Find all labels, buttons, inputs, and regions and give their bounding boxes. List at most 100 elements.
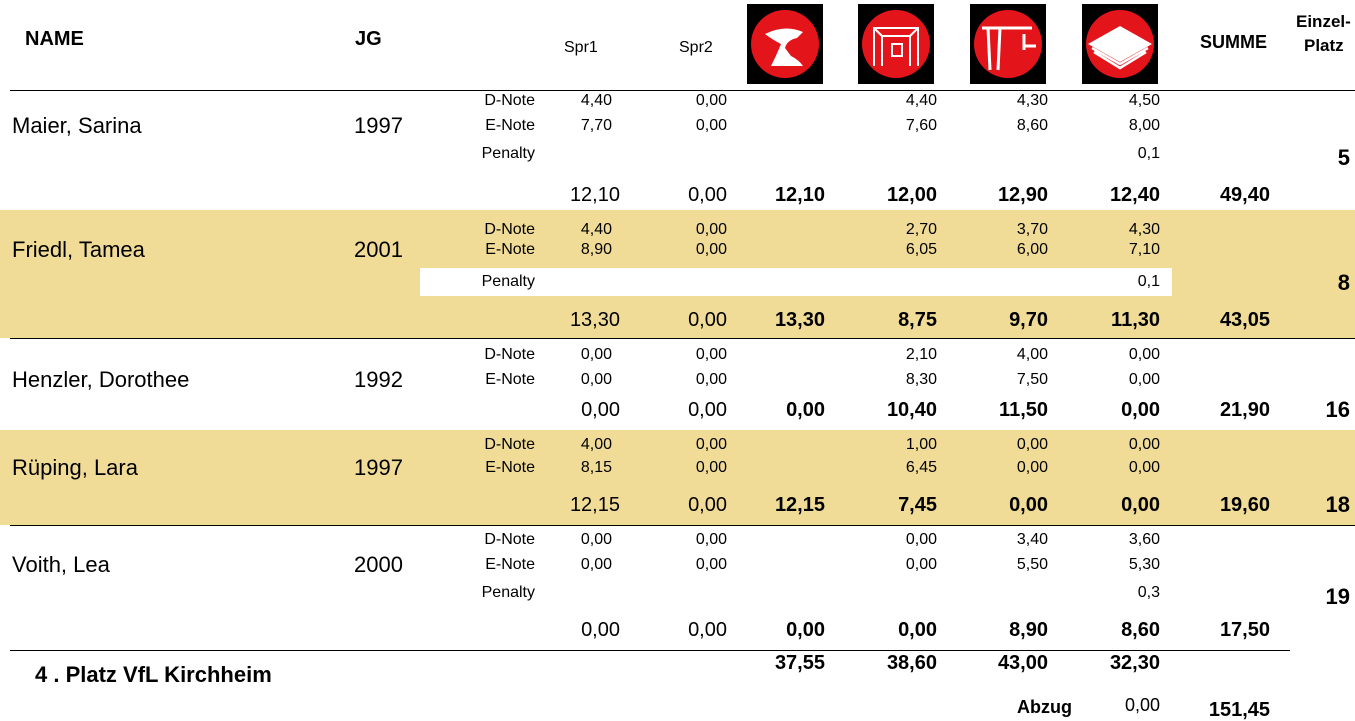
total-value: 0,00 xyxy=(688,309,727,331)
total-value: 12,00 xyxy=(886,184,937,206)
row-background xyxy=(0,430,1355,525)
score-label: E-Note xyxy=(485,459,535,477)
total-value: 12,40 xyxy=(1109,184,1160,206)
score-value: 0,00 xyxy=(695,371,727,389)
penalty-highlight xyxy=(420,268,1172,296)
score-value: 0,00 xyxy=(1128,459,1160,477)
floor-icon xyxy=(1082,4,1158,84)
score-value: 4,30 xyxy=(1016,92,1048,110)
score-value: 0,00 xyxy=(695,346,727,364)
score-value: 8,30 xyxy=(905,371,937,389)
score-label: D-Note xyxy=(484,531,535,549)
platz: 19 xyxy=(1325,583,1350,609)
total-value: 10,40 xyxy=(886,399,937,421)
total-value: 0,00 xyxy=(786,399,825,421)
summe: 21,90 xyxy=(1219,399,1270,421)
score-value: 6,00 xyxy=(1016,241,1048,259)
total-value: 9,70 xyxy=(1009,309,1048,331)
score-value: 0,00 xyxy=(695,459,727,477)
beam-icon xyxy=(970,4,1046,84)
athlete-name: Henzler, Dorothee xyxy=(12,366,190,392)
score-value: 3,60 xyxy=(1128,531,1160,549)
score-value: 8,00 xyxy=(1128,117,1160,135)
header-platz: Einzel- xyxy=(1296,12,1351,31)
score-value: 0,00 xyxy=(580,371,612,389)
total-value: 0,00 xyxy=(1121,399,1160,421)
score-value: 0,00 xyxy=(905,556,937,574)
score-value: 2,70 xyxy=(905,221,937,239)
abzug-label: Abzug xyxy=(1017,697,1072,718)
score-value: 4,40 xyxy=(580,92,612,110)
header-summe: SUMME xyxy=(1200,32,1267,52)
athlete-year: 2000 xyxy=(354,551,403,577)
score-value: 7,50 xyxy=(1016,371,1048,389)
platz: 18 xyxy=(1325,491,1350,517)
score-value: 0,00 xyxy=(695,221,727,239)
score-value: 2,10 xyxy=(905,346,937,364)
row-background xyxy=(0,525,1355,650)
team-total: 32,30 xyxy=(1109,652,1160,674)
score-value: 0,00 xyxy=(580,531,612,549)
score-value: 0,00 xyxy=(695,436,727,454)
score-value: 4,00 xyxy=(1016,346,1048,364)
athlete-name: Rüping, Lara xyxy=(12,454,138,480)
score-value: 5,50 xyxy=(1016,556,1048,574)
team-place: 4 . Platz VfL Kirchheim xyxy=(35,661,272,687)
header-spr2: Spr2 xyxy=(679,39,713,56)
total-value: 11,30 xyxy=(1111,309,1160,331)
bars-icon xyxy=(858,4,934,84)
score-value: 0,1 xyxy=(1137,273,1160,291)
score-value: 4,50 xyxy=(1128,92,1160,110)
platz: 16 xyxy=(1325,396,1350,422)
header-platz: Platz xyxy=(1304,36,1344,55)
row-background xyxy=(0,90,1355,210)
athlete-year: 1997 xyxy=(354,112,403,138)
score-value: 0,00 xyxy=(1016,459,1048,477)
header-name: NAME xyxy=(25,28,84,50)
score-label: Penalty xyxy=(481,273,535,291)
score-label: Penalty xyxy=(481,145,535,163)
platz: 5 xyxy=(1337,144,1350,170)
row-divider xyxy=(10,90,1355,91)
total-value: 0,00 xyxy=(688,494,727,516)
team-total: 38,60 xyxy=(886,652,937,674)
score-value: 7,60 xyxy=(905,117,937,135)
header-spr1: Spr1 xyxy=(564,39,598,56)
score-value: 0,3 xyxy=(1137,584,1160,602)
total-value: 12,10 xyxy=(569,184,620,206)
athlete-year: 1997 xyxy=(354,454,403,480)
athlete-name: Voith, Lea xyxy=(12,551,110,577)
score-label: E-Note xyxy=(485,117,535,135)
score-value: 0,00 xyxy=(1016,436,1048,454)
score-value: 7,10 xyxy=(1128,241,1160,259)
summe: 43,05 xyxy=(1219,309,1270,331)
score-value: 0,00 xyxy=(695,556,727,574)
total-value: 13,30 xyxy=(569,309,620,331)
score-value: 1,00 xyxy=(905,436,937,454)
summe: 17,50 xyxy=(1219,619,1270,641)
athlete-year: 1992 xyxy=(354,366,403,392)
score-value: 0,00 xyxy=(695,92,727,110)
score-value: 3,70 xyxy=(1016,221,1048,239)
score-label: D-Note xyxy=(484,92,535,110)
team-total: 43,00 xyxy=(997,652,1048,674)
total-value: 0,00 xyxy=(1009,494,1048,516)
total-value: 7,45 xyxy=(898,494,937,516)
score-value: 0,00 xyxy=(1128,371,1160,389)
score-value: 0,00 xyxy=(580,346,612,364)
score-value: 6,45 xyxy=(905,459,937,477)
score-value: 0,00 xyxy=(695,117,727,135)
score-value: 4,40 xyxy=(580,221,612,239)
score-value: 8,15 xyxy=(580,459,612,477)
score-value: 4,00 xyxy=(580,436,612,454)
total-value: 8,60 xyxy=(1121,619,1160,641)
score-value: 0,00 xyxy=(1128,436,1160,454)
score-label: E-Note xyxy=(485,241,535,259)
row-background xyxy=(0,338,1355,430)
grand-total: 151,45 xyxy=(1208,699,1270,721)
row-divider xyxy=(10,525,1355,526)
score-label: Penalty xyxy=(481,584,535,602)
score-label: E-Note xyxy=(485,556,535,574)
score-label: D-Note xyxy=(484,221,535,239)
